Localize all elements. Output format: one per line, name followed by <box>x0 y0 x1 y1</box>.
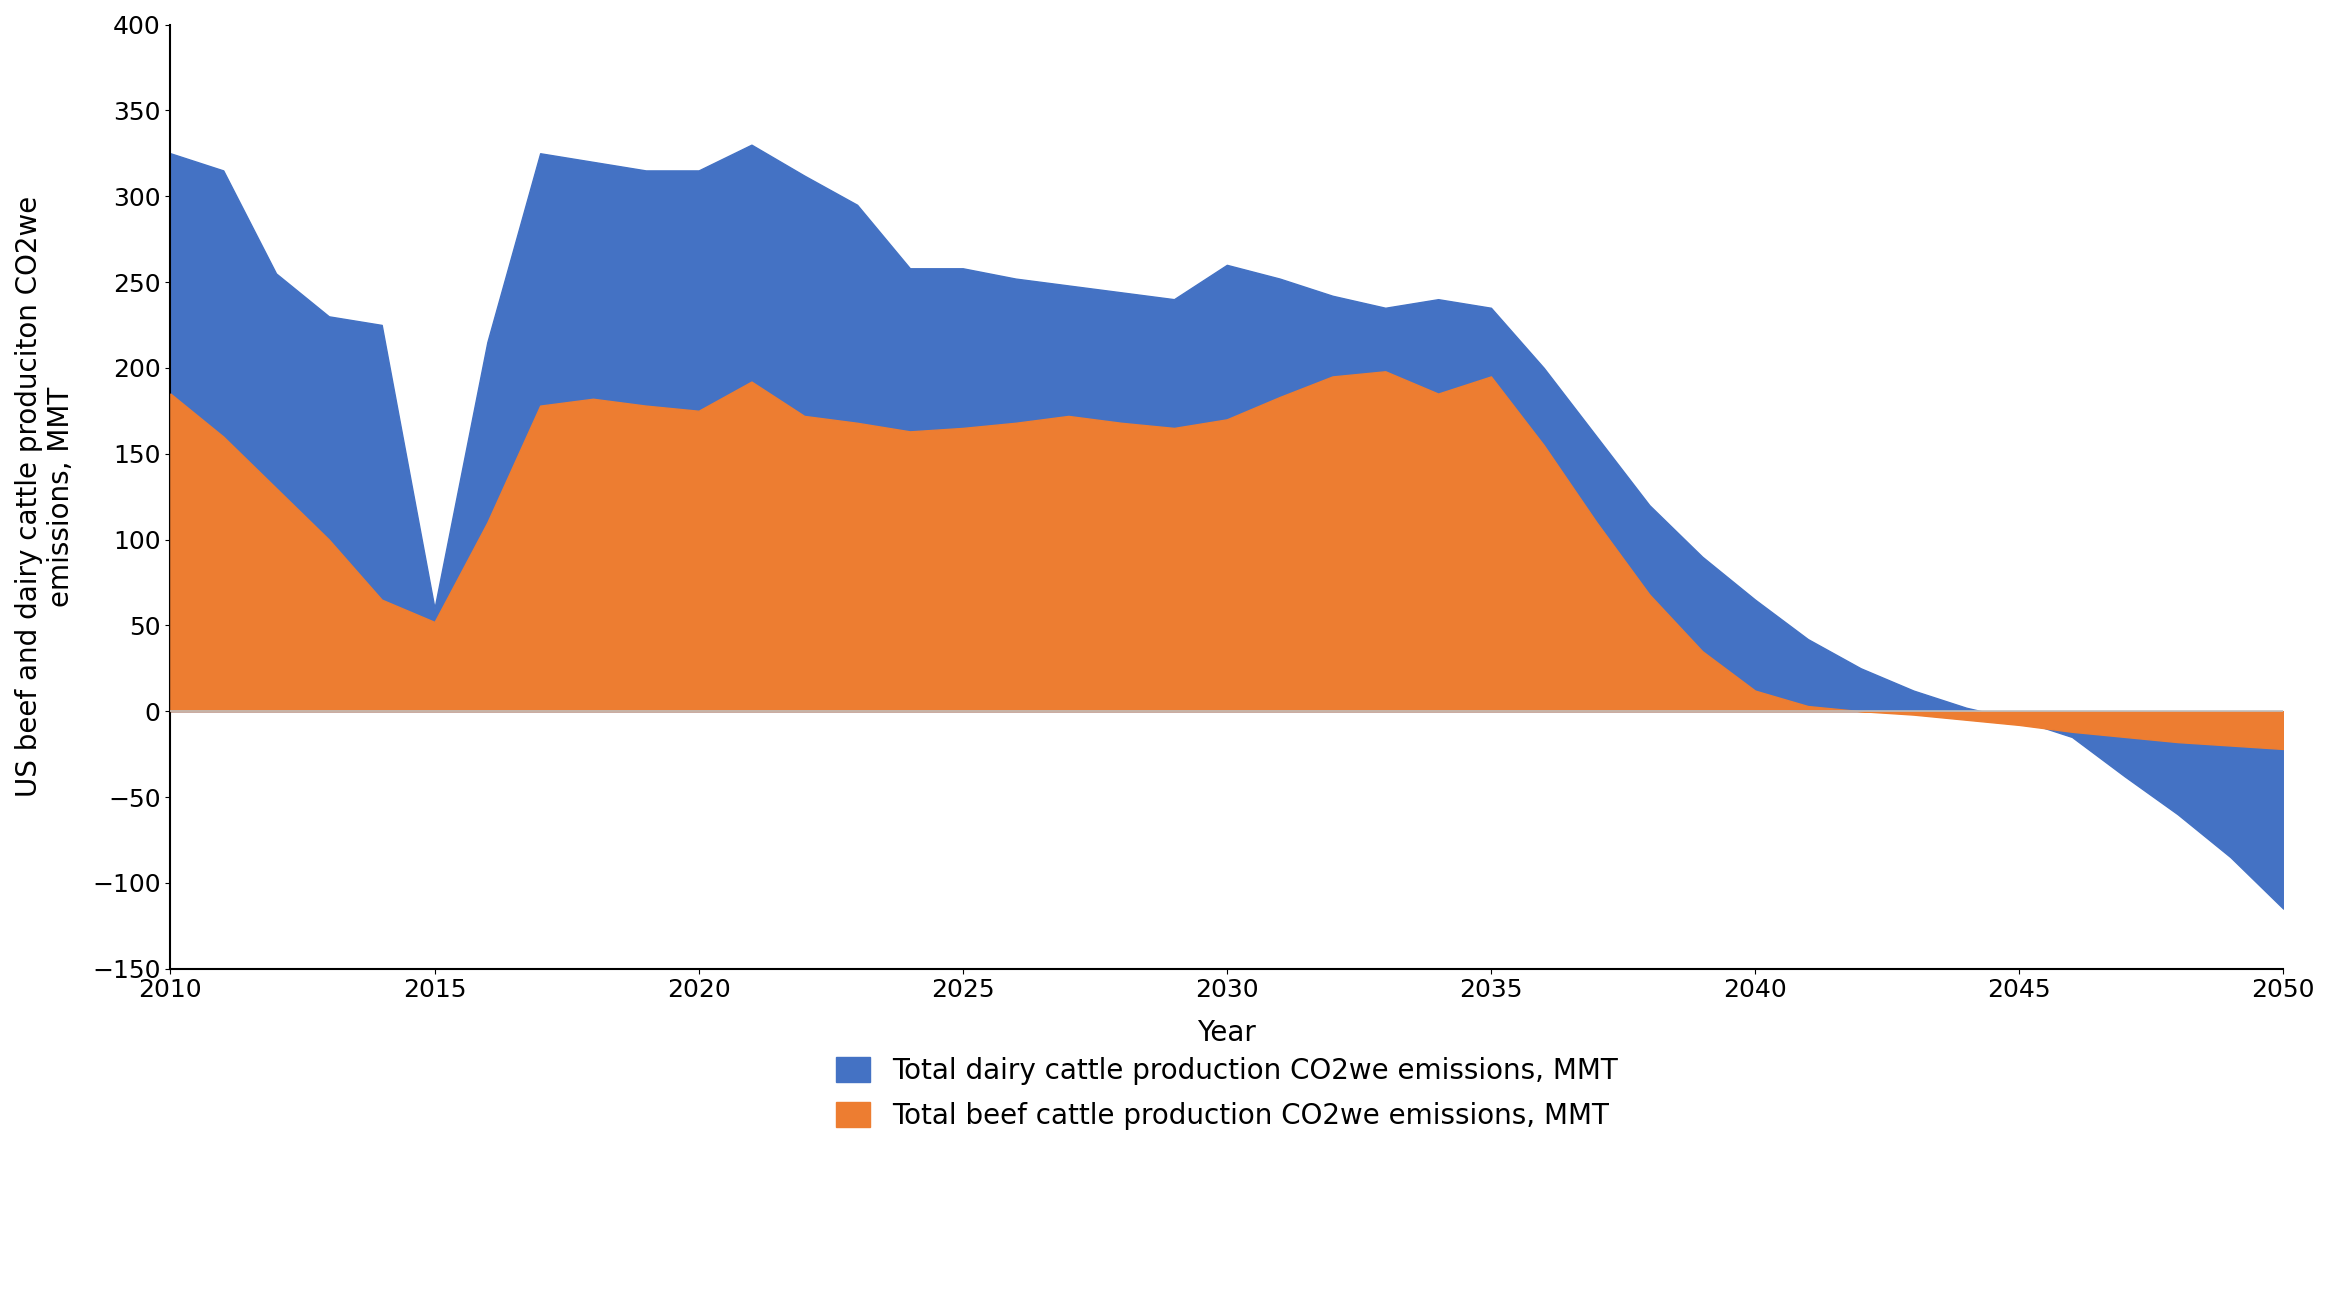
X-axis label: Year: Year <box>1198 1019 1256 1046</box>
Y-axis label: US beef and dairy cattle produciton CO2we
emissions, MMT: US beef and dairy cattle produciton CO2w… <box>14 196 75 797</box>
Legend: Total dairy cattle production CO2we emissions, MMT, Total beef cattle production: Total dairy cattle production CO2we emis… <box>822 1043 1631 1144</box>
